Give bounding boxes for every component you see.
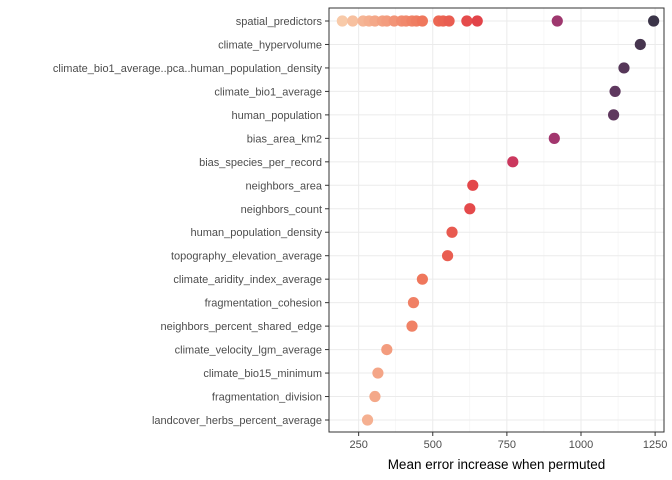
x-axis: 250 500 750 1000 1250 bbox=[349, 432, 667, 451]
y-tick-label: human_population_density bbox=[191, 227, 323, 239]
data-point bbox=[464, 203, 476, 215]
x-tick-label: 1250 bbox=[643, 439, 667, 451]
data-point bbox=[416, 273, 428, 285]
y-axis: spatial_predictors climate_hypervolumecli… bbox=[53, 16, 329, 427]
x-axis-title: Mean error increase when permuted bbox=[388, 457, 606, 472]
data-point bbox=[372, 367, 384, 379]
y-tick-label: fragmentation_cohesion bbox=[205, 298, 322, 310]
y-tick-label: neighbors_count bbox=[241, 204, 322, 216]
y-tick-label: neighbors_area bbox=[246, 180, 323, 192]
x-tick-label: 1000 bbox=[569, 439, 593, 451]
y-tick-label: climate_aridity_index_average bbox=[173, 274, 322, 286]
data-point bbox=[381, 343, 393, 356]
data-point bbox=[416, 15, 428, 27]
y-tick-label: topography_elevation_average bbox=[171, 251, 322, 263]
data-point bbox=[608, 109, 620, 121]
data-point bbox=[446, 226, 458, 238]
data-point bbox=[461, 15, 473, 27]
data-point bbox=[471, 15, 483, 27]
x-tick-label: 500 bbox=[424, 439, 442, 451]
x-tick-label: 250 bbox=[349, 439, 367, 451]
data-point bbox=[467, 179, 479, 191]
y-tick-label: human_population bbox=[231, 110, 322, 122]
data-point bbox=[407, 297, 420, 309]
y-tick-label: bias_area_km2 bbox=[247, 133, 322, 145]
y-tick-label: climate_bio1_average..pca..human_populat… bbox=[53, 63, 323, 75]
data-point bbox=[551, 15, 563, 27]
grid-lines bbox=[329, 8, 664, 432]
x-tick-label: 750 bbox=[498, 439, 516, 451]
data-point bbox=[369, 390, 381, 403]
y-tick-label: climate_bio15_minimum bbox=[203, 368, 322, 380]
data-point bbox=[507, 156, 519, 168]
plot-panel bbox=[329, 8, 664, 432]
y-tick-label: bias_species_per_record bbox=[199, 157, 322, 169]
data-point bbox=[406, 320, 418, 332]
data-point bbox=[441, 250, 454, 262]
y-tick-label: climate_velocity_lgm_average bbox=[175, 345, 322, 357]
y-tick-label: landcover_herbs_percent_average bbox=[152, 415, 322, 427]
data-points bbox=[336, 15, 660, 426]
panel-border bbox=[328, 7, 665, 433]
data-point bbox=[609, 85, 621, 98]
y-tick-label: spatial_predictors bbox=[236, 16, 323, 28]
data-point bbox=[347, 15, 359, 27]
data-point bbox=[443, 15, 455, 27]
y-tick-label: fragmentation_division bbox=[212, 392, 322, 404]
y-tick-label: neighbors_percent_shared_edge bbox=[161, 321, 322, 333]
data-point bbox=[618, 62, 630, 74]
y-tick-label: climate_bio1_average bbox=[214, 86, 322, 98]
y-tick-label: climate_hypervolume bbox=[218, 39, 322, 51]
data-point bbox=[361, 414, 374, 426]
data-point bbox=[634, 38, 646, 51]
data-point bbox=[336, 15, 348, 27]
data-point bbox=[548, 132, 560, 144]
data-point bbox=[648, 15, 660, 27]
